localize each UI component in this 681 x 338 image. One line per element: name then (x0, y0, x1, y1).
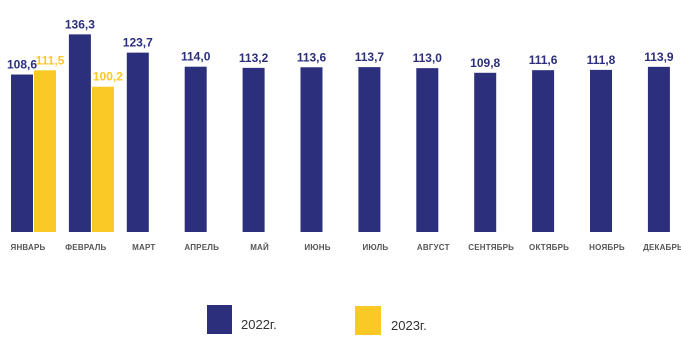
x-tick-label-февраль: ФЕВРАЛЬ (65, 243, 106, 252)
legend-label-2022: 2022г. (241, 317, 277, 332)
bar-2023-0 (34, 70, 56, 232)
value-label-2022-10: 111,8 (587, 53, 616, 67)
x-tick-label-сентябрь: СЕНТЯБРЬ (468, 243, 514, 252)
value-label-2022-3: 114,0 (181, 50, 211, 64)
x-tick-label-август: АВГУСТ (417, 243, 450, 252)
bar-2022-8 (474, 72, 497, 232)
value-label-2022-5: 113,6 (297, 50, 327, 64)
value-label-2023-1: 100,2 (93, 70, 123, 84)
value-label-2022-1: 136,3 (65, 17, 95, 31)
bar-2022-11 (647, 66, 670, 232)
x-tick-label-январь: ЯНВАРЬ (11, 243, 46, 252)
bar-2022-1 (68, 34, 91, 232)
legend-swatch-2023 (355, 306, 381, 335)
bar-2022-0 (11, 74, 33, 232)
bar-2022-6 (358, 67, 381, 232)
bar-2022-5 (300, 67, 323, 232)
value-label-2023-0: 111,5 (36, 53, 65, 67)
value-label-2022-0: 108,6 (7, 58, 37, 72)
x-tick-label-апрель: АПРЕЛЬ (184, 243, 219, 252)
value-label-2022-2: 123,7 (123, 36, 153, 50)
legend-label-2023: 2023г. (391, 318, 427, 333)
legend-swatch-2022 (207, 305, 232, 334)
bar-2022-3 (184, 66, 207, 232)
x-tick-label-июнь: ИЮНЬ (304, 243, 330, 252)
x-tick-label-ноябрь: НОЯБРЬ (589, 243, 625, 252)
value-label-2022-9: 111,6 (529, 53, 558, 67)
legend: 2022г. 2023г. (207, 305, 427, 335)
bar-2022-7 (416, 68, 439, 233)
x-axis-ticks: ЯНВАРЬ ФЕВРАЛЬ МАРТ АПРЕЛЬ МАЙ ИЮНЬ ИЮЛЬ АВГУСТ… (11, 243, 681, 252)
x-tick-label-июль: ИЮЛЬ (362, 243, 388, 252)
x-tick-label-май: МАЙ (250, 243, 269, 252)
value-label-2022-8: 109,8 (470, 56, 500, 70)
x-tick-label-декабрь: ДЕКАБРЬ (643, 243, 681, 252)
value-label-2022-7: 113,0 (413, 51, 443, 65)
value-label-2022-11: 113,9 (644, 50, 674, 64)
bars-layer (11, 34, 670, 233)
bar-2023-1 (91, 86, 114, 233)
x-tick-label-октябрь: ОКТЯБРЬ (529, 243, 569, 252)
value-label-2022-4: 113,2 (239, 51, 269, 65)
bar-2022-2 (126, 52, 149, 233)
bar-2022-4 (242, 67, 265, 232)
value-label-2022-6: 113,7 (355, 50, 385, 64)
bar-2022-9 (532, 70, 555, 233)
bar-2022-10 (590, 69, 612, 232)
x-tick-label-март: МАРТ (132, 243, 155, 252)
